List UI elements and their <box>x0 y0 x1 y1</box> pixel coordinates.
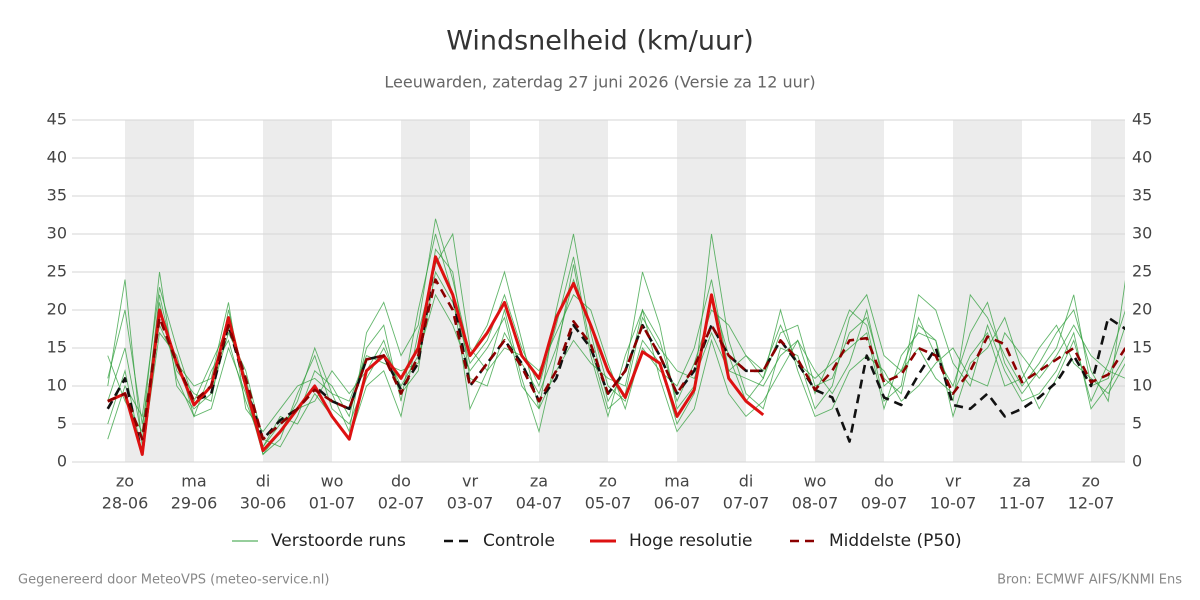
y-tick-label: 20 <box>47 300 67 319</box>
x-tick-label: 02-07 <box>378 494 425 513</box>
legend: Verstoorde runs Controle Hoge resolutie Mid… <box>232 531 962 551</box>
x-tick-label: vr <box>462 472 478 491</box>
y-tick-label: 5 <box>57 414 67 433</box>
x-tick-label: 11-07 <box>999 494 1046 513</box>
y-tick-label: 30 <box>47 224 67 243</box>
x-tick-label: di <box>256 472 271 491</box>
y-tick-label: 15 <box>47 338 67 357</box>
y2-tick-label: 20 <box>1132 300 1152 319</box>
x-tick-label: ma <box>181 472 206 491</box>
x-tick-label: 30-06 <box>240 494 287 513</box>
day-band <box>401 120 470 462</box>
x-tick-label: 05-07 <box>585 494 632 513</box>
x-tick-label: 10-07 <box>930 494 977 513</box>
day-shading <box>125 120 1125 462</box>
y2-tick-label: 45 <box>1132 110 1152 129</box>
ensemble-line <box>107 256 1125 433</box>
x-tick-label: ma <box>664 472 689 491</box>
day-band <box>677 120 746 462</box>
x-tick-label: 09-07 <box>861 494 908 513</box>
series-line <box>107 278 1125 441</box>
axes: zo 28-06 ma 29-06 di 30-06 wo 01-07 do 02-07 vr 03-… <box>47 110 1153 513</box>
legend-label: Controle <box>483 531 555 551</box>
x-tick-label: 03-07 <box>447 494 494 513</box>
x-tick-label: di <box>739 472 754 491</box>
x-tick-label: wo <box>321 472 344 491</box>
y2-tick-label: 30 <box>1132 224 1152 243</box>
x-tick-label: 01-07 <box>309 494 356 513</box>
x-tick-label: za <box>1013 472 1031 491</box>
x-tick-label: 06-07 <box>654 494 701 513</box>
x-tick-label: 12-07 <box>1068 494 1115 513</box>
x-tick-label: 28-06 <box>102 494 149 513</box>
x-tick-label: vr <box>945 472 961 491</box>
y2-tick-label: 35 <box>1132 186 1152 205</box>
y-tick-label: 40 <box>47 148 67 167</box>
x-tick-label: zo <box>116 472 134 491</box>
series-line <box>107 255 765 456</box>
day-band <box>539 120 608 462</box>
y2-tick-label: 15 <box>1132 338 1152 357</box>
y-tick-label: 35 <box>47 186 67 205</box>
legend-label: Middelste (P50) <box>829 531 962 551</box>
x-tick-label: 04-07 <box>516 494 563 513</box>
x-tick-label: 29-06 <box>171 494 218 513</box>
x-tick-label: za <box>530 472 548 491</box>
day-band <box>263 120 332 462</box>
y2-tick-label: 25 <box>1132 262 1152 281</box>
chart-title: Windsnelheid (km/uur) <box>446 26 754 57</box>
plot-lines <box>106 218 1125 456</box>
footer-left: Gegenereerd door MeteoVPS (meteo-service… <box>18 573 329 588</box>
day-band <box>953 120 1022 462</box>
y2-tick-label: 0 <box>1132 452 1142 471</box>
x-tick-label: 07-07 <box>723 494 770 513</box>
chart-subtitle: Leeuwarden, zaterdag 27 juni 2026 (Versi… <box>384 73 815 92</box>
x-tick-label: do <box>391 472 411 491</box>
day-band <box>815 120 884 462</box>
x-tick-label: wo <box>804 472 827 491</box>
y2-tick-label: 5 <box>1132 414 1142 433</box>
y-tick-label: 0 <box>57 452 67 471</box>
y-tick-label: 45 <box>47 110 67 129</box>
x-tick-label: zo <box>599 472 617 491</box>
ensemble-line <box>107 248 1125 448</box>
y2-tick-label: 40 <box>1132 148 1152 167</box>
day-band <box>125 120 194 462</box>
legend-label: Verstoorde runs <box>271 531 406 551</box>
x-tick-label: 08-07 <box>792 494 839 513</box>
y2-tick-label: 10 <box>1132 376 1152 395</box>
y-tick-label: 10 <box>47 376 67 395</box>
y-tick-label: 25 <box>47 262 67 281</box>
x-tick-label: do <box>874 472 894 491</box>
x-tick-label: zo <box>1082 472 1100 491</box>
legend-label: Hoge resolutie <box>629 531 753 551</box>
day-band <box>1091 120 1125 462</box>
footer-right: Bron: ECMWF AIFS/KNMI Ens <box>997 573 1182 588</box>
